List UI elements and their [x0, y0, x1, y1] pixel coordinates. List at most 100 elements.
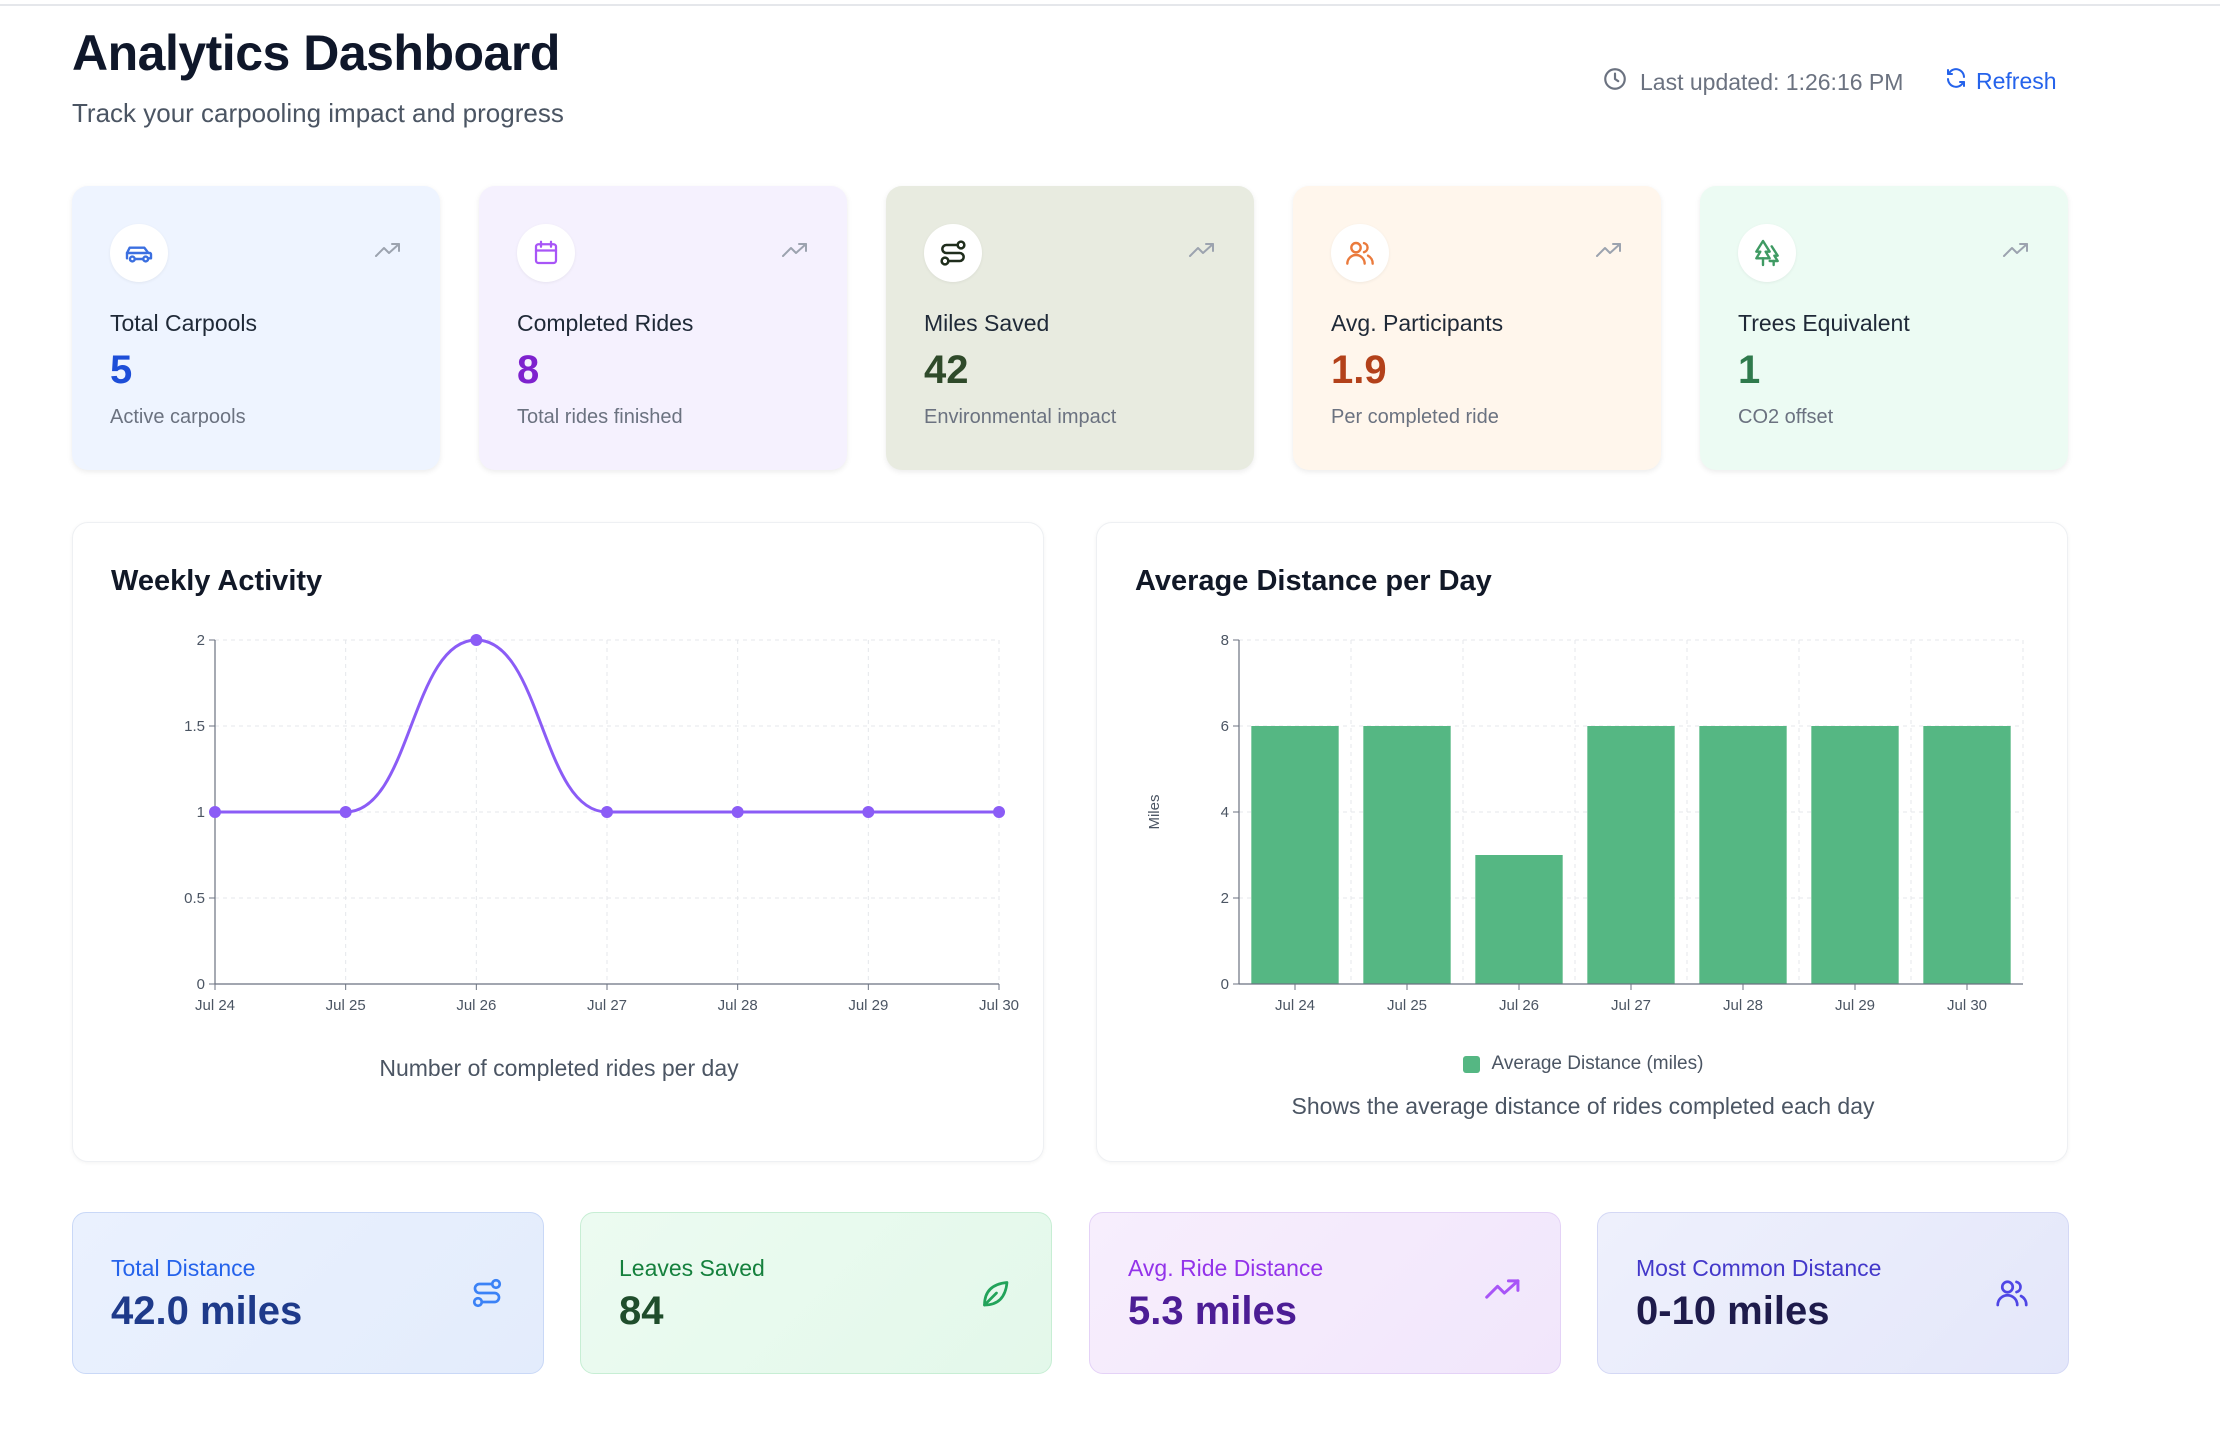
metric-label: Most Common Distance — [1636, 1255, 1882, 1281]
y-tick-label: 4 — [1221, 804, 1229, 821]
stat-card-total-carpools: Total Carpools 5 Active carpools — [72, 186, 440, 470]
chart-legend: Average Distance (miles) — [1097, 1053, 2069, 1075]
metric-label: Leaves Saved — [619, 1255, 765, 1281]
stat-value: 1 — [1738, 348, 1761, 392]
stat-label: Total Carpools — [110, 310, 258, 336]
data-point — [731, 806, 744, 818]
stat-subtext: CO2 offset — [1738, 406, 1834, 428]
refresh-label: Refresh — [1976, 67, 2057, 94]
bar — [1475, 855, 1563, 984]
metric-card-leaves-saved: Leaves Saved 84 — [580, 1212, 1052, 1374]
trending-up-icon — [1188, 240, 1216, 265]
stat-card-completed-rides: Completed Rides 8 Total rides finished — [479, 186, 847, 470]
users-icon — [1994, 1275, 2030, 1316]
users-icon — [1331, 224, 1389, 282]
legend-label: Average Distance (miles) — [1491, 1053, 1704, 1074]
last-updated-text: Last updated: 1:26:16 PM — [1640, 68, 1904, 95]
route-icon — [469, 1275, 505, 1316]
metric-value: 42.0 miles — [111, 1289, 303, 1333]
y-tick-label: 2 — [1221, 890, 1229, 907]
x-tick-label: Jul 30 — [1947, 997, 1987, 1014]
y-tick-label: 1 — [197, 804, 205, 821]
metric-value: 0-10 miles — [1636, 1289, 1830, 1333]
stat-value: 5 — [110, 348, 133, 392]
stat-value: 42 — [924, 348, 969, 392]
weekly-activity-card: Weekly Activity 0 0.5 1 1.5 2 Jul 24 Jul 25 Jul… — [72, 522, 1044, 1162]
x-tick-label: Jul 27 — [587, 997, 627, 1014]
calendar-icon — [517, 224, 575, 282]
x-tick-label: Jul 26 — [456, 997, 496, 1014]
refresh-button[interactable]: Refresh — [1944, 66, 2057, 96]
stat-value: 8 — [517, 348, 540, 392]
data-point — [862, 806, 875, 818]
page-header: Analytics Dashboard Track your carpoolin… — [72, 24, 2068, 144]
stat-card-miles-saved: Miles Saved 42 Environmental impact — [886, 186, 1254, 470]
bar — [1587, 726, 1675, 984]
y-tick-label: 2 — [197, 632, 205, 649]
trending-up-icon — [1484, 1275, 1522, 1308]
trending-up-icon — [1595, 240, 1623, 265]
x-tick-label: Jul 28 — [718, 997, 758, 1014]
dashboard-page: Analytics Dashboard Track your carpoolin… — [72, 0, 2069, 1442]
y-tick-label: 8 — [1221, 632, 1229, 649]
metric-card-most-common-distance: Most Common Distance 0-10 miles — [1597, 1212, 2069, 1374]
x-tick-label: Jul 24 — [1275, 997, 1315, 1014]
stat-card-trees-equivalent: Trees Equivalent 1 CO2 offset — [1700, 186, 2068, 470]
x-tick-label: Jul 27 — [1611, 997, 1651, 1014]
x-tick-label: Jul 26 — [1499, 997, 1539, 1014]
stat-label: Trees Equivalent — [1738, 310, 1910, 336]
bar — [1811, 726, 1899, 984]
bar — [1699, 726, 1787, 984]
leaf-icon — [977, 1275, 1013, 1316]
trending-up-icon — [374, 240, 402, 265]
route-icon — [924, 224, 982, 282]
clock-icon — [1602, 66, 1628, 98]
x-tick-label: Jul 24 — [195, 997, 235, 1014]
chart-title: Weekly Activity — [111, 565, 323, 597]
last-updated: Last updated: 1:26:16 PM — [1602, 66, 1903, 98]
y-tick-label: 1.5 — [184, 718, 205, 735]
stat-subtext: Total rides finished — [517, 406, 683, 428]
stat-subtext: Active carpools — [110, 406, 246, 428]
metric-card-total-distance: Total Distance 42.0 miles — [72, 1212, 544, 1374]
y-tick-label: 0 — [1221, 976, 1229, 993]
metric-label: Total Distance — [111, 1255, 256, 1281]
stat-label: Avg. Participants — [1331, 310, 1504, 336]
refresh-icon — [1944, 66, 1968, 96]
stat-cards: Total Carpools 5 Active carpools Complet… — [72, 186, 2068, 470]
stat-card-avg-participants: Avg. Participants 1.9 Per completed ride — [1293, 186, 1661, 470]
x-tick-label: Jul 28 — [1723, 997, 1763, 1014]
x-tick-label: Jul 30 — [979, 997, 1019, 1014]
data-point — [993, 806, 1005, 818]
metric-value: 84 — [619, 1289, 664, 1333]
trending-up-icon — [2002, 240, 2030, 265]
metric-label: Avg. Ride Distance — [1128, 1255, 1324, 1281]
metric-card-avg-ride-distance: Avg. Ride Distance 5.3 miles — [1089, 1212, 1561, 1374]
series-line — [215, 638, 999, 814]
page-title: Analytics Dashboard — [72, 25, 560, 81]
bar — [1923, 726, 2011, 984]
x-tick-label: Jul 25 — [326, 997, 366, 1014]
data-point — [601, 806, 613, 818]
metric-cards: Total Distance 42.0 miles Leaves Saved 8… — [72, 1212, 2069, 1376]
stat-subtext: Per completed ride — [1331, 406, 1499, 428]
bar — [1251, 726, 1339, 984]
weekly-activity-chart: 0 0.5 1 1.5 2 Jul 24 Jul 25 Jul 26 Jul 27 Jul 28 J… — [184, 632, 1019, 1014]
x-tick-label: Jul 25 — [1387, 997, 1427, 1014]
chart-title: Average Distance per Day — [1135, 565, 1492, 597]
stat-label: Completed Rides — [517, 310, 694, 336]
chart-caption: Number of completed rides per day — [379, 1055, 739, 1081]
y-axis-label: Miles — [1146, 794, 1163, 829]
bar — [1363, 726, 1451, 984]
trending-up-icon — [781, 240, 809, 265]
y-tick-label: 0 — [197, 976, 205, 993]
car-icon — [110, 224, 168, 282]
top-border — [0, 0, 2220, 6]
data-point — [209, 806, 221, 818]
legend-swatch — [1462, 1055, 1480, 1073]
chart-caption: Shows the average distance of rides comp… — [1291, 1093, 1875, 1119]
data-point — [339, 806, 352, 818]
stat-value: 1.9 — [1331, 348, 1387, 392]
y-tick-label: 6 — [1221, 718, 1229, 735]
page-subtitle: Track your carpooling impact and progres… — [72, 98, 564, 128]
